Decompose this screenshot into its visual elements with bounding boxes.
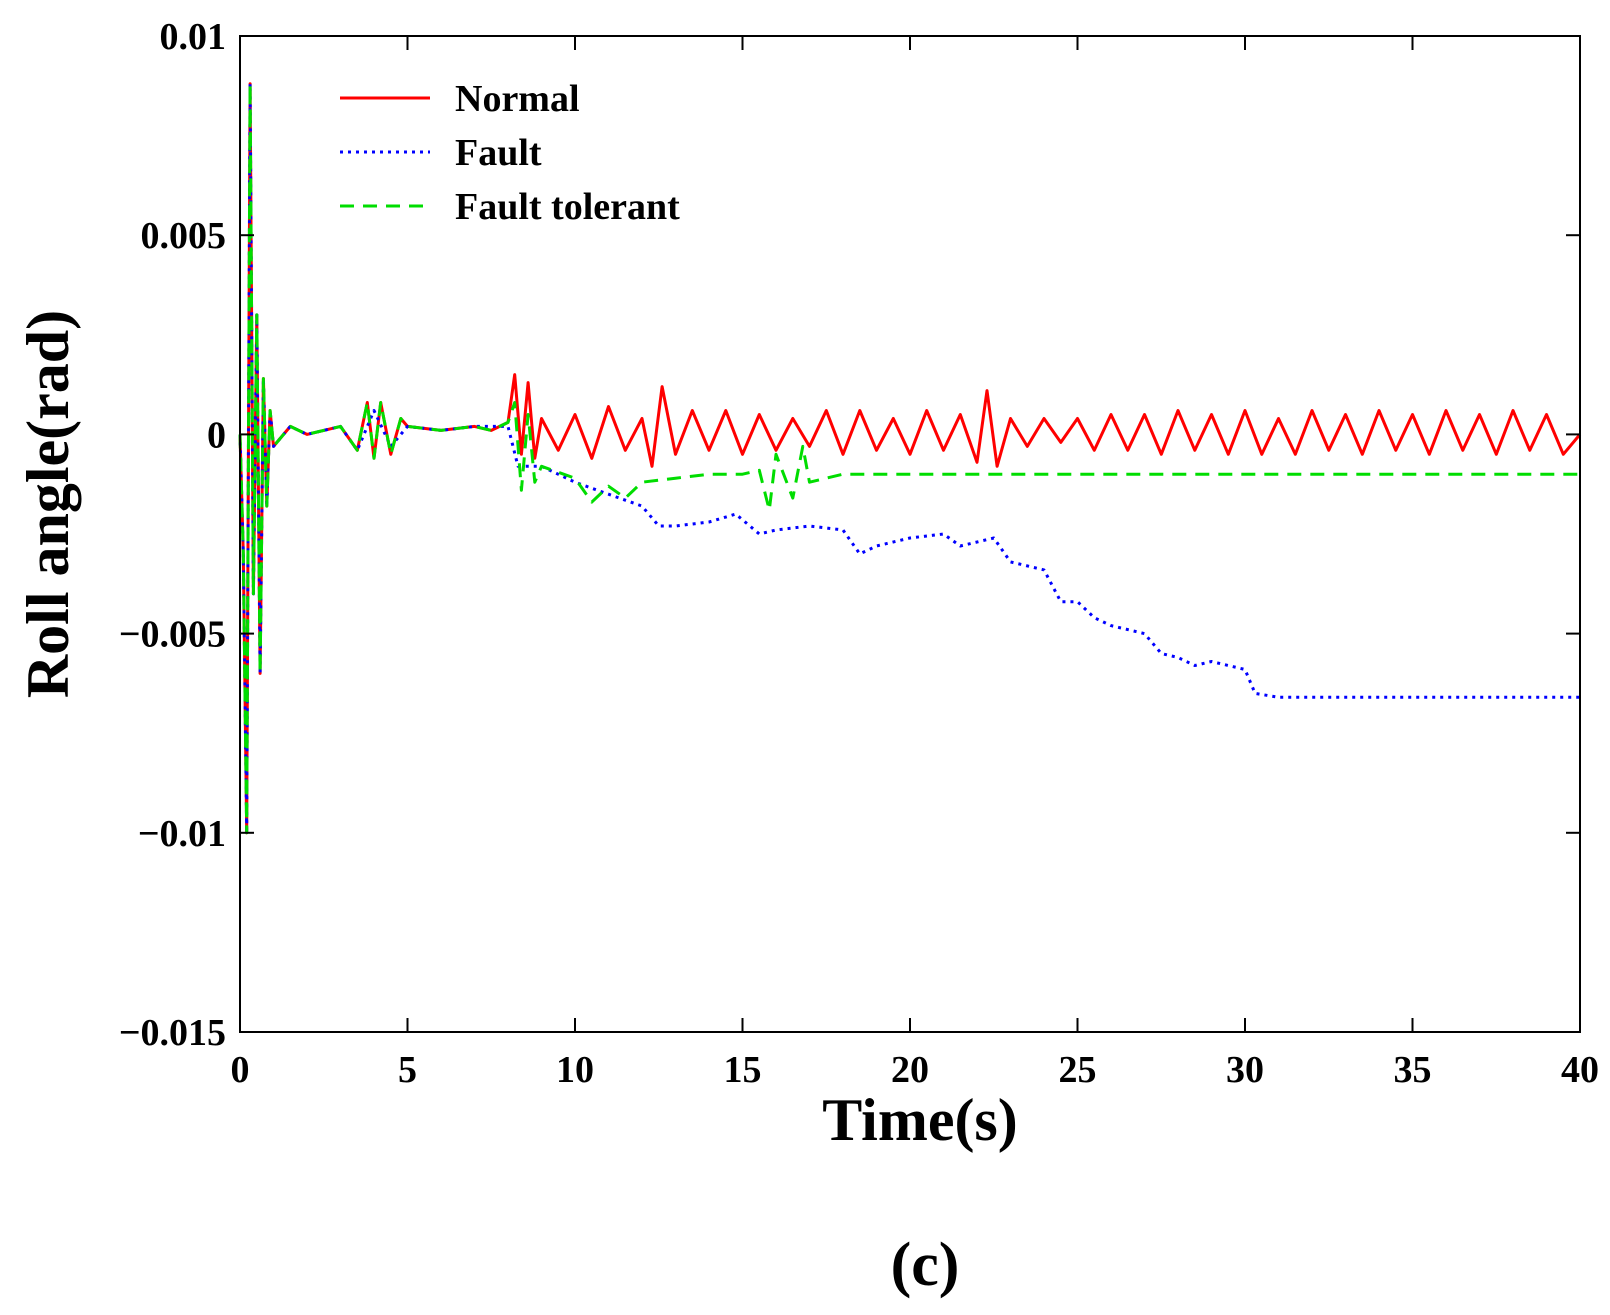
series-line-fault [238,82,1580,835]
x-tick-label: 0 [231,1049,250,1091]
x-tick-label: 15 [724,1049,762,1091]
x-axis-label: Time(s) [822,1087,1018,1153]
x-tick-label: 35 [1394,1049,1432,1091]
y-tick-label: −0.015 [119,1012,226,1054]
series-layer [238,82,1582,835]
x-tick-label: 25 [1059,1049,1097,1091]
y-tick-label: 0.01 [160,16,227,58]
legend-label: Fault tolerant [455,186,680,228]
series-line-fault-tolerant [238,82,1580,835]
x-tick-label: 20 [891,1049,929,1091]
y-tick-label: 0.005 [141,215,227,257]
x-tick-label: 30 [1226,1049,1264,1091]
series-line-normal [238,82,1582,835]
figure-caption: (c) [891,1231,960,1299]
y-tick-label: −0.01 [138,813,226,855]
legend: Normal Fault Fault tolerant [340,78,680,228]
x-tick-label: 10 [556,1049,594,1091]
y-tick-label: 0 [207,414,226,456]
x-tick-label: 5 [398,1049,417,1091]
y-tick-label: −0.005 [119,614,226,656]
legend-label: Fault [455,132,542,174]
x-tick-label: 40 [1561,1049,1599,1091]
tick-layer: 0 5 10 15 20 25 30 35 40 0.01 0.005 0 −0.005 −0.01 −0.… [119,16,1599,1091]
legend-label: Normal [455,78,580,120]
y-axis-label: Roll angle(rad) [15,310,81,698]
plot-frame [239,35,1581,1033]
